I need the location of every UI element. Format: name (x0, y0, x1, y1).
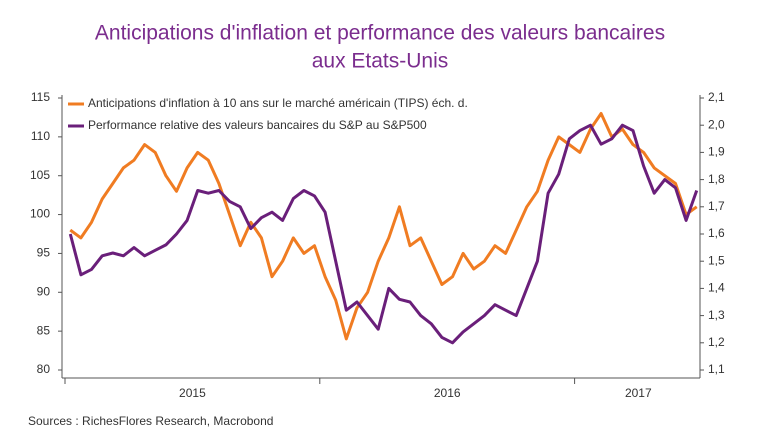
y-tick-label: 110 (31, 129, 50, 143)
y2-tick-label: 1,4 (708, 281, 725, 295)
y2-tick-label: 1,9 (708, 145, 725, 159)
x-tick-label: 2017 (625, 386, 652, 400)
series-line (68, 123, 699, 345)
y2-tick-label: 1,1 (708, 362, 725, 376)
y2-tick-label: 1,7 (708, 199, 725, 213)
x-tick-label: 2015 (179, 386, 206, 400)
y2-tick-label: 2,1 (708, 90, 725, 104)
y2-tick-label: 1,6 (708, 226, 725, 240)
y-tick-label: 95 (37, 246, 51, 260)
y-tick-label: 105 (30, 168, 50, 182)
y2-tick-label: 2,0 (708, 117, 725, 131)
y-tick-label: 100 (30, 207, 50, 221)
y-tick-label: 80 (37, 362, 51, 376)
legend-label: Performance relative des valeurs bancair… (88, 118, 427, 132)
chart-title: Anticipations d'inflation et performance… (95, 22, 665, 45)
y2-tick-label: 1,5 (708, 253, 725, 267)
y2-tick-label: 1,2 (708, 335, 725, 349)
x-tick-label: 2016 (434, 386, 461, 400)
chart-subtitle: aux Etats-Unis (312, 50, 449, 73)
y-tick-label: 90 (37, 284, 51, 298)
y-tick-label: 115 (31, 90, 50, 104)
y-tick-label: 85 (37, 323, 51, 337)
source: Sources : RichesFlores Research, Macrobo… (28, 414, 273, 428)
legend-label: Anticipations d'inflation à 10 ans sur l… (88, 96, 468, 110)
y2-tick-label: 1,3 (708, 308, 725, 322)
y2-tick-label: 1,8 (708, 172, 725, 186)
